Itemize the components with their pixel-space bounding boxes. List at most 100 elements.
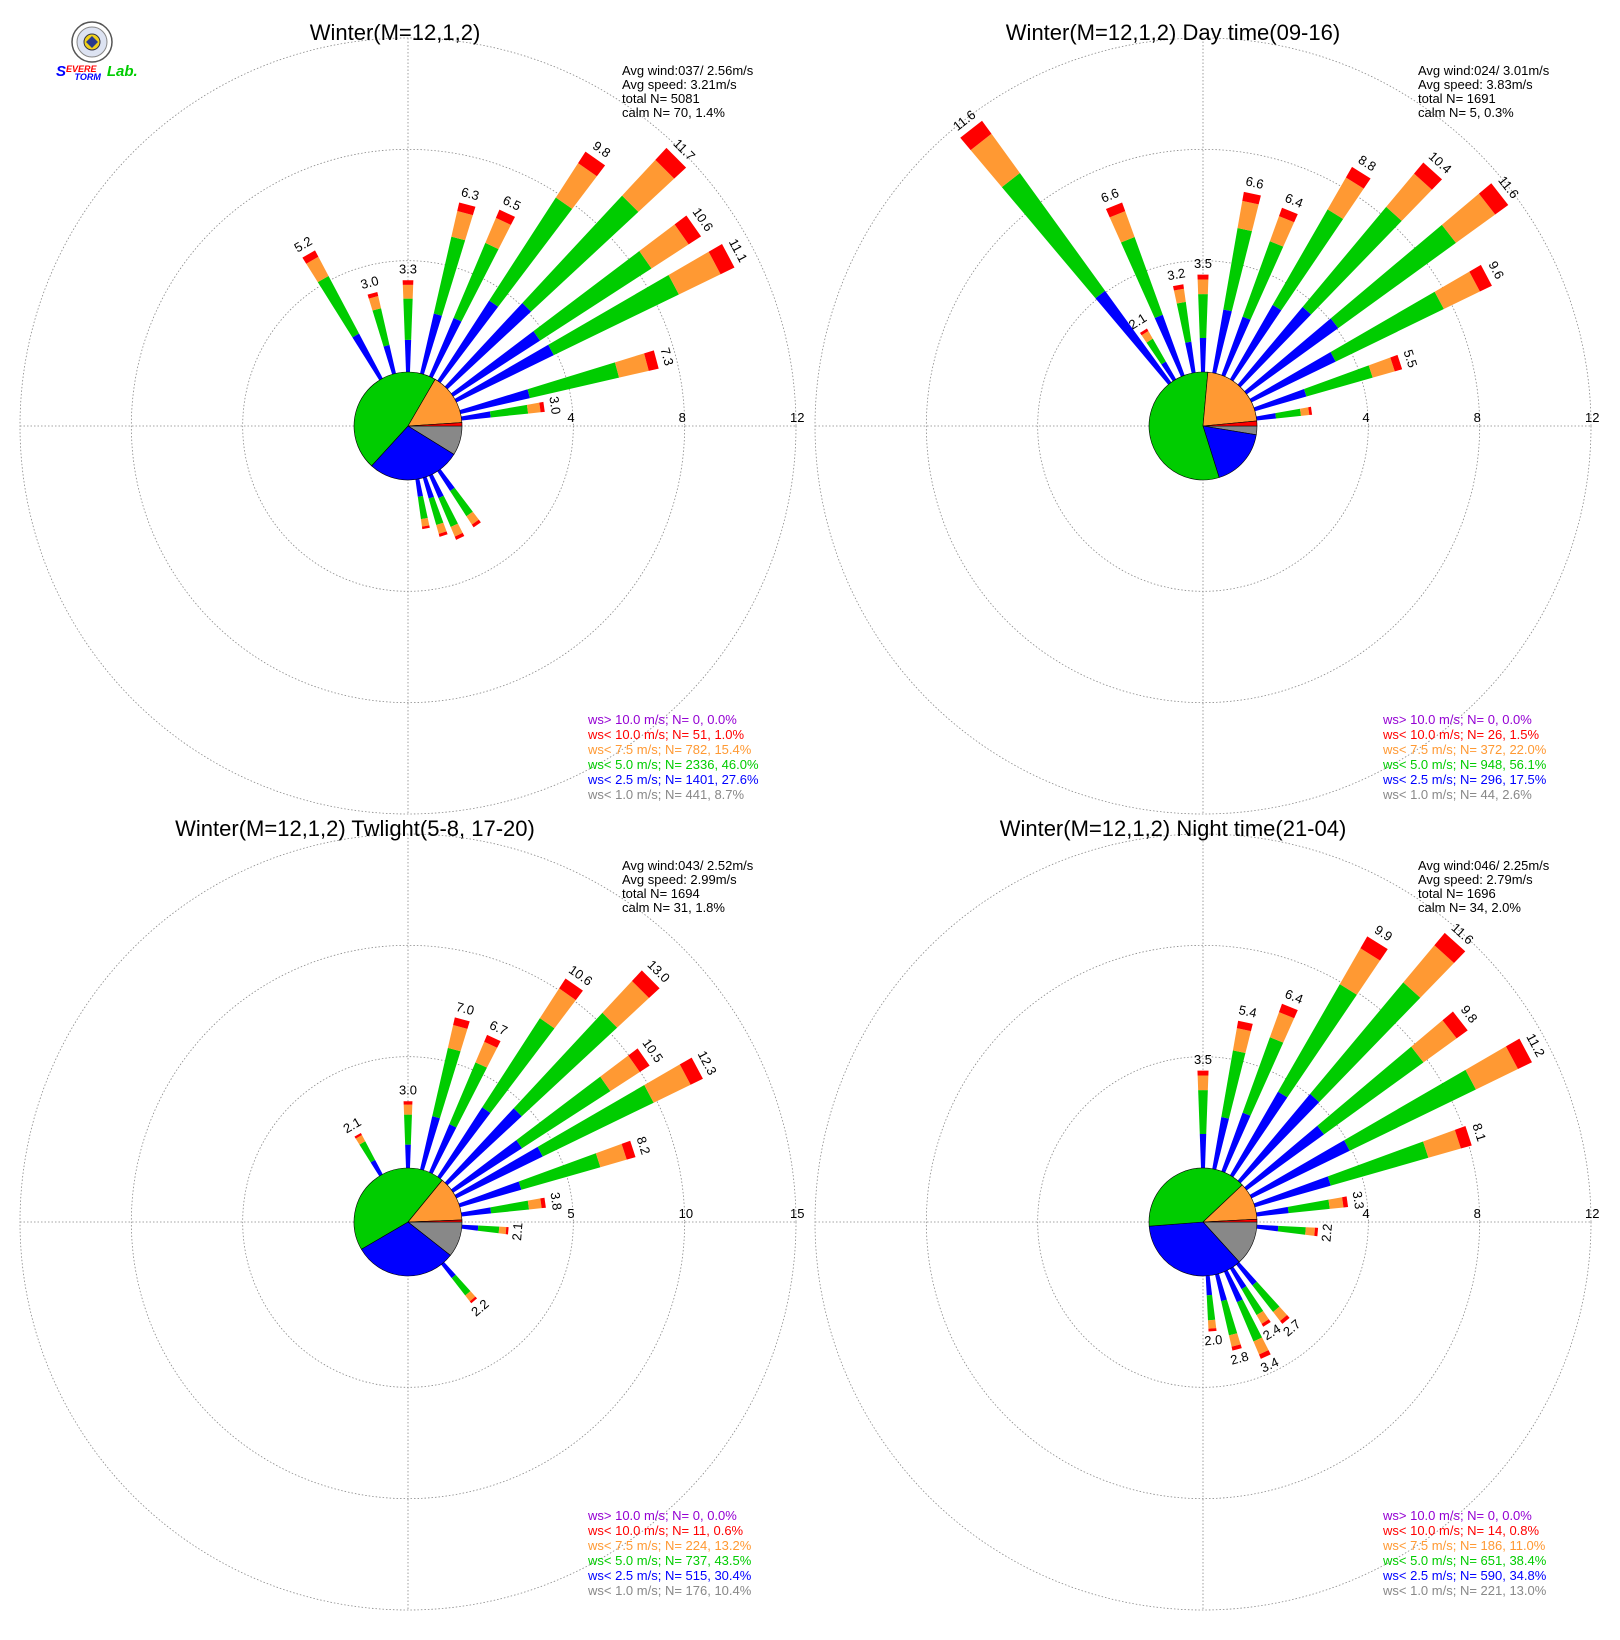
wind-bar-segment	[1146, 338, 1166, 365]
wind-bar-segment	[490, 1200, 530, 1214]
logo-text-part: S	[56, 63, 66, 80]
legend-entry: ws< 10.0 m/s; N= 11, 0.6%	[587, 1523, 744, 1538]
wind-bar-segment	[428, 496, 444, 526]
wind-bar-segment	[432, 1047, 461, 1119]
wind-bar-segment	[674, 215, 702, 245]
wind-bar-segment	[1236, 1299, 1263, 1342]
wind-bar-segment	[1308, 406, 1313, 416]
wind-bar-segment	[602, 980, 650, 1028]
wind-bar	[1212, 191, 1261, 374]
wind-bar	[429, 209, 516, 378]
wind-bar-segment	[450, 523, 463, 537]
bar-value-label: 3.3	[1350, 1190, 1367, 1210]
wind-bar-segment	[1139, 328, 1149, 336]
wind-bar-segment	[1229, 304, 1282, 382]
legend-entry: ws> 10.0 m/s; N= 0, 0.0%	[587, 1508, 737, 1523]
wind-bar	[458, 1140, 636, 1208]
wind-bar-segment	[622, 159, 675, 212]
legend-entry: ws< 2.5 m/s; N= 515, 30.4%	[587, 1568, 752, 1583]
wind-bar-segment	[454, 344, 554, 403]
wind-bar-segment	[1001, 173, 1106, 299]
wind-bar-segment	[1120, 237, 1163, 319]
bar-value-label: 3.8	[548, 1191, 565, 1211]
ring-label: 8	[679, 410, 686, 425]
bar-value-label: 9.8	[590, 138, 613, 161]
wind-bar-segment	[370, 1159, 383, 1177]
wind-bar	[1229, 1266, 1271, 1327]
wind-bar-segment	[429, 317, 462, 378]
wind-bar-segment	[1272, 209, 1344, 311]
wind-bar-segment	[451, 1140, 523, 1193]
bar-value-label: 3.0	[399, 1083, 417, 1098]
wind-bar-segment	[1273, 1306, 1288, 1321]
legend-entry: ws< 10.0 m/s; N= 51, 1.0%	[587, 727, 745, 742]
stats-line: Avg speed: 3.83m/s	[1418, 77, 1533, 92]
wind-bar-segment	[1232, 1028, 1251, 1054]
wind-bar-segment	[417, 495, 428, 520]
wind-bar-segment	[621, 1140, 636, 1160]
bar-value-label: 2.1	[509, 1222, 526, 1241]
legend-entry: ws< 10.0 m/s; N= 14, 0.8%	[1382, 1523, 1540, 1538]
wind-bar-segment	[1442, 1011, 1468, 1039]
wind-bar-segment	[1277, 1225, 1306, 1235]
legend-entry: ws< 2.5 m/s; N= 590, 34.8%	[1382, 1568, 1547, 1583]
pie-slice	[1202, 425, 1257, 478]
wind-bar-segment	[469, 1296, 478, 1304]
wind-bar-segment	[1454, 1125, 1472, 1149]
wind-bar-segment	[513, 1012, 618, 1117]
pie-slice	[1202, 420, 1258, 427]
stats-line: Avg wind:043/ 2.52m/s	[622, 858, 754, 873]
wind-bar-segment	[1197, 279, 1209, 295]
bar-value-label: 3.3	[399, 262, 417, 277]
wind-bar-segment	[518, 1153, 601, 1190]
wind-bar-segment	[1109, 211, 1135, 243]
wind-bar-segment	[437, 1107, 491, 1179]
wind-bar-segment	[1403, 945, 1455, 998]
wind-bar-segment	[1256, 1224, 1279, 1232]
wind-bar-segment	[1256, 1310, 1269, 1324]
wind-bar-segment	[1253, 1176, 1331, 1208]
pie-slice	[1148, 1167, 1243, 1227]
stats-line: total N= 1694	[622, 886, 700, 901]
wind-bar-segment	[352, 333, 383, 381]
wind-bar-segment	[644, 350, 659, 371]
legend-entry: ws< 10.0 m/s; N= 26, 1.5%	[1382, 727, 1540, 742]
wind-bar-segment	[404, 1114, 412, 1145]
bar-value-label: 7.3	[658, 346, 677, 367]
wind-bar-segment	[454, 532, 465, 540]
wind-bar-segment	[1173, 288, 1186, 304]
wind-bar-segment	[559, 978, 583, 1001]
pie-slice	[371, 425, 455, 481]
wind-bar-segment	[451, 331, 541, 397]
severe-storm-lab-seal-icon	[71, 21, 113, 63]
wind-bar-segment	[1328, 1197, 1344, 1209]
wind-bar-segment	[1241, 1286, 1264, 1316]
wind-bar	[1253, 1125, 1472, 1208]
bar-value-label: 3.0	[546, 395, 563, 415]
wind-bar	[437, 978, 583, 1179]
legend-entry: ws< 1.0 m/s; N= 441, 8.7%	[587, 787, 745, 802]
wind-bar	[1215, 1273, 1242, 1351]
bar-value-label: 5.4	[1237, 1002, 1258, 1020]
wind-bar-segment	[403, 1104, 413, 1115]
legend-entry: ws< 7.5 m/s; N= 224, 13.2%	[587, 1538, 752, 1553]
legend-entry: ws< 1.0 m/s; N= 221, 13.0%	[1382, 1583, 1547, 1598]
wind-bar-segment	[595, 1143, 627, 1168]
grid-ring	[130, 148, 686, 704]
wind-bar-segment	[1236, 1262, 1257, 1286]
wind-bar-segment	[655, 147, 687, 179]
stats-line: calm N= 5, 0.3%	[1418, 105, 1514, 120]
wind-bar-segment	[1253, 1337, 1269, 1355]
bar-value-label: 8.2	[634, 1135, 654, 1157]
bar-value-label: 3.5	[1194, 1052, 1212, 1067]
wind-rose-panel-winter-all: 4 8 125.23.03.36.3 6.59.8 11.710.611.17.33.0…	[19, 20, 804, 815]
wind-bar-segment	[402, 284, 414, 299]
wind-bar-segment	[1237, 200, 1259, 232]
wind-bar-segment	[1212, 309, 1232, 374]
wind-bar-segment	[1390, 354, 1403, 372]
stats-line: Avg speed: 2.79m/s	[1418, 872, 1533, 887]
wind-bar-segment	[708, 243, 735, 275]
wind-bar-segment	[444, 1108, 522, 1186]
wind-bar-segment	[1275, 408, 1302, 419]
